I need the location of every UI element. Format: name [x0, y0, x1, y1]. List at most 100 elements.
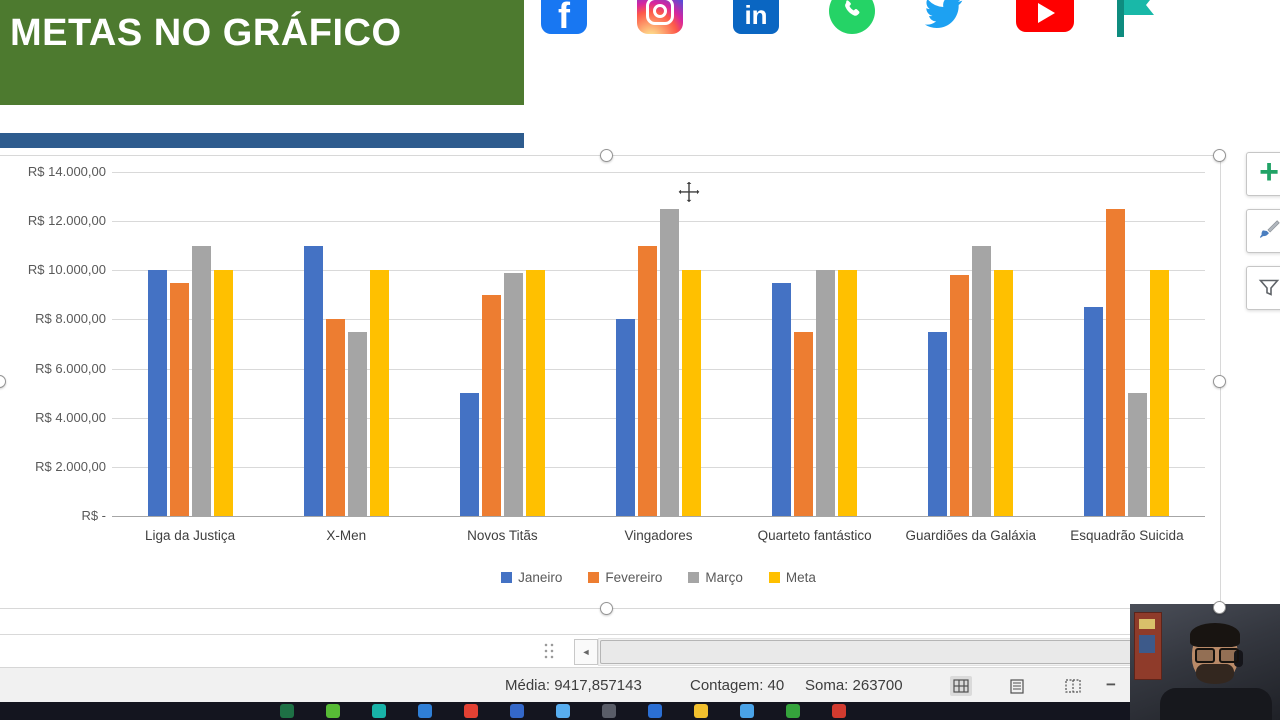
bar-meta-4[interactable]: [838, 270, 858, 516]
y-axis-tick-label: R$ 2.000,00: [35, 459, 106, 474]
bar-março-6[interactable]: [1128, 393, 1148, 516]
taskbar-app-10-icon[interactable]: [694, 704, 708, 718]
bar-janeiro-2[interactable]: [459, 393, 479, 516]
bar-group: [147, 172, 233, 516]
bar-fevereiro-3[interactable]: [637, 246, 657, 516]
bar-meta-5[interactable]: [994, 270, 1014, 516]
bar-meta-3[interactable]: [681, 270, 701, 516]
y-axis-tick-label: R$ 12.000,00: [27, 213, 106, 228]
bar-fevereiro-0[interactable]: [169, 283, 189, 516]
bar-março-1[interactable]: [347, 332, 367, 516]
bar-janeiro-0[interactable]: [147, 270, 167, 516]
play-icon: [1038, 3, 1055, 23]
taskbar-app-4-icon[interactable]: [418, 704, 432, 718]
taskbar-app-9-icon[interactable]: [648, 704, 662, 718]
y-axis-tick-label: R$ 14.000,00: [27, 164, 106, 179]
linkedin-icon[interactable]: in: [733, 0, 779, 34]
youtube-icon[interactable]: [1016, 0, 1074, 32]
horizontal-scrollbar-thumb[interactable]: [600, 640, 1230, 664]
bar-meta-2[interactable]: [525, 270, 545, 516]
x-axis-category-label: Esquadrão Suicida: [1070, 528, 1184, 543]
chart-legend[interactable]: Janeiro Fevereiro Março Meta: [112, 570, 1205, 585]
windows-taskbar: [0, 702, 1280, 720]
twitter-icon[interactable]: [918, 0, 970, 34]
taskbar-app-8-icon[interactable]: [602, 704, 616, 718]
presenter-head: [1190, 623, 1243, 684]
selection-handle-top[interactable]: [600, 149, 613, 162]
bar-janeiro-5[interactable]: [928, 332, 948, 516]
bar-janeiro-1[interactable]: [303, 246, 323, 516]
move-cursor-icon: [676, 180, 702, 211]
y-axis-tick-label: R$ 6.000,00: [35, 361, 106, 376]
bar-meta-0[interactable]: [213, 270, 233, 516]
gridline: [112, 221, 1205, 222]
facebook-glyph: f: [558, 0, 570, 36]
taskbar-app-1-icon[interactable]: [280, 704, 294, 718]
x-axis-category-label: Guardiões da Galáxia: [905, 528, 1037, 543]
selection-handle-top-right[interactable]: [1213, 149, 1226, 162]
facebook-icon[interactable]: f: [541, 0, 587, 36]
bar-março-4[interactable]: [816, 270, 836, 516]
background-poster: [1134, 612, 1162, 680]
scroll-left-button[interactable]: ◄: [574, 639, 598, 665]
twitter-bird-icon: [924, 0, 963, 29]
bar-fevereiro-6[interactable]: [1106, 209, 1126, 516]
bar-meta-1[interactable]: [369, 270, 389, 516]
bar-janeiro-6[interactable]: [1084, 307, 1104, 516]
gridline: [112, 418, 1205, 419]
bar-fevereiro-2[interactable]: [481, 295, 501, 516]
bar-fevereiro-1[interactable]: [325, 319, 345, 516]
legend-label: Meta: [785, 570, 816, 585]
gridline: [112, 172, 1205, 173]
selection-handle-right[interactable]: [1213, 375, 1226, 388]
bar-março-0[interactable]: [191, 246, 211, 516]
chart-filters-button[interactable]: [1246, 266, 1280, 310]
bar-fevereiro-5[interactable]: [950, 275, 970, 516]
taskbar-app-11-icon[interactable]: [740, 704, 754, 718]
taskbar-app-2-icon[interactable]: [326, 704, 340, 718]
selection-handle-bottom[interactable]: [600, 602, 613, 615]
column-chart-plot[interactable]: [112, 172, 1205, 516]
legend-item-janeiro[interactable]: Janeiro: [501, 570, 562, 585]
presenter-body: [1160, 688, 1272, 720]
legend-swatch: [501, 572, 513, 583]
taskbar-app-13-icon[interactable]: [832, 704, 846, 718]
bar-janeiro-4[interactable]: [772, 283, 792, 516]
bar-meta-6[interactable]: [1150, 270, 1170, 516]
legend-item-fevereiro[interactable]: Fevereiro: [588, 570, 662, 585]
page-layout-view-button[interactable]: [1006, 676, 1028, 696]
taskbar-app-7-icon[interactable]: [556, 704, 570, 718]
bar-janeiro-3[interactable]: [615, 319, 635, 516]
splitter-grip[interactable]: [543, 642, 555, 660]
flag-icon: [1117, 0, 1154, 37]
page-break-view-button[interactable]: [1062, 676, 1084, 696]
chart-styles-button[interactable]: [1246, 209, 1280, 253]
bar-março-5[interactable]: [972, 246, 992, 516]
selection-handle-bottom-right[interactable]: [1213, 601, 1226, 614]
chart-gridlines: [112, 172, 1205, 518]
zoom-out-button[interactable]: −: [1106, 675, 1116, 694]
bar-março-3[interactable]: [659, 209, 679, 516]
normal-view-button[interactable]: [950, 676, 972, 696]
taskbar-app-3-icon[interactable]: [372, 704, 386, 718]
chart-elements-button[interactable]: +: [1246, 152, 1280, 196]
linkedin-glyph: in: [744, 0, 768, 30]
bar-group: [615, 172, 701, 516]
bar-group: [928, 172, 1014, 516]
taskbar-app-5-icon[interactable]: [464, 704, 478, 718]
legend-item-março[interactable]: Março: [688, 570, 743, 585]
instagram-icon[interactable]: [637, 0, 683, 34]
chart-tools: +: [1246, 152, 1280, 323]
taskbar-app-12-icon[interactable]: [786, 704, 800, 718]
whatsapp-icon[interactable]: [829, 0, 875, 34]
legend-item-meta[interactable]: Meta: [768, 570, 816, 585]
bar-group: [772, 172, 858, 516]
x-axis-category-label: Quarteto fantástico: [757, 528, 872, 543]
taskbar-app-6-icon[interactable]: [510, 704, 524, 718]
gridline: [112, 319, 1205, 320]
plus-icon: +: [1259, 153, 1279, 191]
bar-fevereiro-4[interactable]: [794, 332, 814, 516]
pennant-logo-icon[interactable]: [1110, 0, 1160, 37]
bar-março-2[interactable]: [503, 273, 523, 516]
